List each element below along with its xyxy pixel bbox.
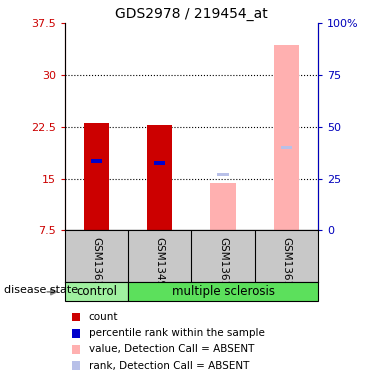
Title: GDS2978 / 219454_at: GDS2978 / 219454_at bbox=[115, 7, 268, 21]
Text: GSM136140: GSM136140 bbox=[91, 237, 101, 300]
Text: count: count bbox=[89, 312, 118, 322]
Text: GSM136149: GSM136149 bbox=[282, 237, 292, 300]
Bar bbox=[211, 184, 236, 230]
Text: GSM136147: GSM136147 bbox=[218, 237, 228, 300]
Text: value, Detection Call = ABSENT: value, Detection Call = ABSENT bbox=[89, 344, 254, 354]
Bar bbox=[128, 282, 318, 301]
Bar bbox=[218, 172, 229, 176]
Bar bbox=[154, 161, 165, 165]
Text: control: control bbox=[76, 285, 117, 298]
Bar bbox=[147, 125, 172, 230]
Bar bbox=[274, 45, 299, 230]
Bar bbox=[84, 123, 109, 230]
Bar bbox=[281, 146, 292, 149]
Text: multiple sclerosis: multiple sclerosis bbox=[172, 285, 275, 298]
Bar bbox=[65, 282, 128, 301]
Text: GSM134953: GSM134953 bbox=[155, 237, 165, 300]
Text: percentile rank within the sample: percentile rank within the sample bbox=[89, 328, 265, 338]
Text: disease state: disease state bbox=[4, 285, 78, 295]
Text: rank, Detection Call = ABSENT: rank, Detection Call = ABSENT bbox=[89, 361, 249, 371]
Bar bbox=[91, 159, 102, 163]
